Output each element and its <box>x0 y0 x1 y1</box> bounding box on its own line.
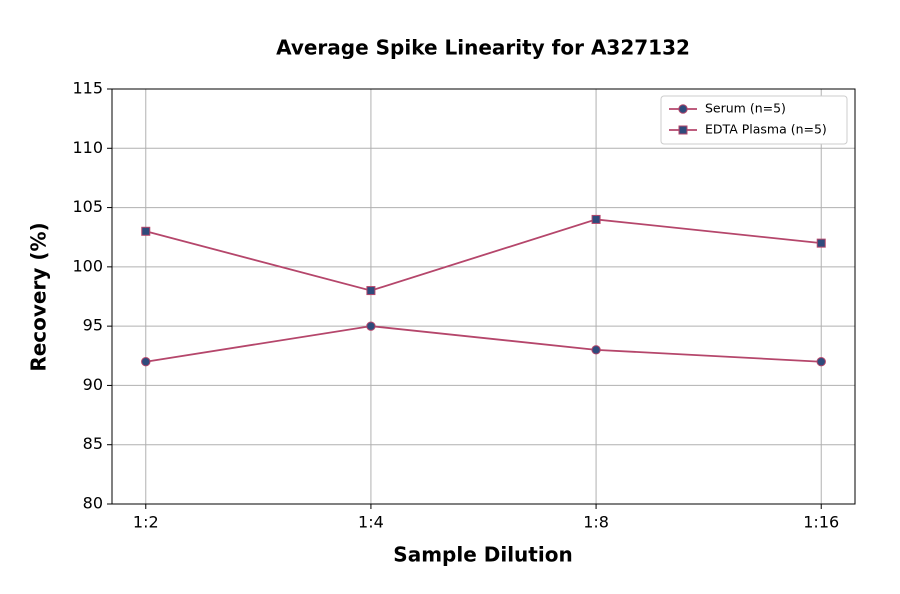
legend: Serum (n=5) EDTA Plasma (n=5) <box>660 95 848 145</box>
series-line <box>145 218 822 292</box>
x-tick-label: 1:8 <box>583 513 609 532</box>
marker <box>591 345 601 355</box>
plot-frame <box>111 88 856 505</box>
marker <box>816 238 826 248</box>
marker <box>591 214 601 224</box>
y-axis-label: Recovery (%) <box>27 222 51 371</box>
legend-label: EDTA Plasma (n=5) <box>705 122 827 137</box>
y-tick-label: 95 <box>83 316 103 335</box>
chart-title: Average Spike Linearity for A327132 <box>276 36 690 60</box>
marker <box>366 286 376 296</box>
y-tick-label: 115 <box>72 79 103 98</box>
y-tick-label: 105 <box>72 197 103 216</box>
y-tick-label: 100 <box>72 256 103 275</box>
y-tick-label: 90 <box>83 375 103 394</box>
x-tick-label: 1:2 <box>133 513 159 532</box>
y-tick-label: 80 <box>83 494 103 513</box>
legend-label: Serum (n=5) <box>705 101 786 116</box>
marker <box>678 125 688 135</box>
marker <box>816 357 826 367</box>
y-tick-label: 110 <box>72 138 103 157</box>
marker <box>141 357 151 367</box>
x-axis-label: Sample Dilution <box>393 543 572 567</box>
y-tick-label: 85 <box>83 434 103 453</box>
marker <box>141 226 151 236</box>
marker <box>366 321 376 331</box>
series-line <box>145 325 822 363</box>
legend-box <box>660 95 848 145</box>
x-tick-label: 1:16 <box>803 513 839 532</box>
x-tick-label: 1:4 <box>358 513 384 532</box>
marker <box>678 104 688 114</box>
